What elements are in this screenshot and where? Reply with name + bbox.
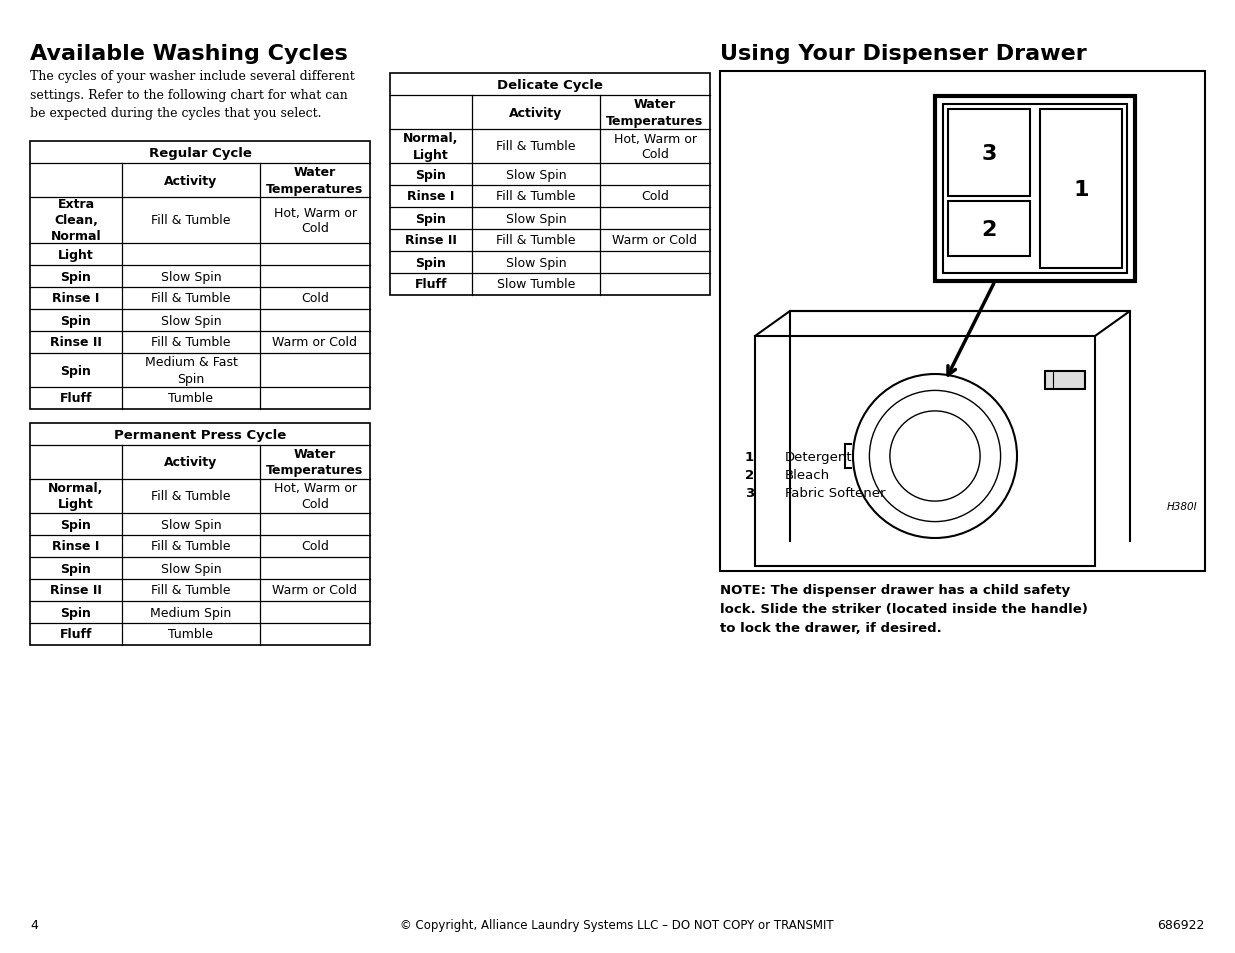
Text: Spin: Spin bbox=[61, 518, 91, 531]
Text: Spin: Spin bbox=[415, 169, 446, 181]
Text: Regular Cycle: Regular Cycle bbox=[148, 147, 252, 159]
Text: Spin: Spin bbox=[61, 562, 91, 575]
Text: 3: 3 bbox=[745, 487, 755, 500]
Text: Fill & Tumble: Fill & Tumble bbox=[151, 584, 231, 597]
Text: Rinse II: Rinse II bbox=[405, 234, 457, 247]
Text: © Copyright, Alliance Laundry Systems LLC – DO NOT COPY or TRANSMIT: © Copyright, Alliance Laundry Systems LL… bbox=[400, 919, 834, 931]
Text: Spin: Spin bbox=[61, 364, 91, 377]
Text: Spin: Spin bbox=[415, 213, 446, 225]
Bar bbox=[1045, 372, 1086, 390]
Text: Warm or Cold: Warm or Cold bbox=[613, 234, 698, 247]
Bar bbox=[948, 110, 1030, 196]
Text: Bleach: Bleach bbox=[785, 469, 830, 482]
Circle shape bbox=[853, 375, 1016, 538]
Text: 686922: 686922 bbox=[1157, 919, 1205, 931]
Text: Tumble: Tumble bbox=[168, 628, 214, 640]
Text: Slow Spin: Slow Spin bbox=[505, 256, 567, 269]
Circle shape bbox=[890, 412, 981, 501]
Text: The cycles of your washer include several different
settings. Refer to the follo: The cycles of your washer include severa… bbox=[30, 70, 354, 120]
Text: 2: 2 bbox=[745, 469, 755, 482]
Text: Slow Spin: Slow Spin bbox=[505, 213, 567, 225]
Text: Fill & Tumble: Fill & Tumble bbox=[151, 214, 231, 227]
Text: 2: 2 bbox=[982, 219, 997, 239]
Text: Cold: Cold bbox=[301, 540, 329, 553]
Bar bbox=[944, 105, 1128, 274]
Text: Fill & Tumble: Fill & Tumble bbox=[151, 490, 231, 503]
Text: Spin: Spin bbox=[415, 256, 446, 269]
Text: Rinse I: Rinse I bbox=[52, 293, 100, 305]
Text: Spin: Spin bbox=[61, 271, 91, 283]
Text: Fluff: Fluff bbox=[59, 392, 93, 405]
Text: Delicate Cycle: Delicate Cycle bbox=[496, 78, 603, 91]
Text: Slow Spin: Slow Spin bbox=[161, 562, 221, 575]
Text: Rinse I: Rinse I bbox=[408, 191, 454, 203]
Text: Water
Temperatures: Water Temperatures bbox=[267, 448, 363, 477]
Bar bbox=[948, 202, 1030, 256]
Text: Cold: Cold bbox=[641, 191, 669, 203]
Bar bbox=[935, 97, 1135, 282]
Text: Fill & Tumble: Fill & Tumble bbox=[496, 234, 576, 247]
Bar bbox=[1040, 110, 1123, 269]
Text: 3: 3 bbox=[982, 143, 997, 163]
Text: Slow Tumble: Slow Tumble bbox=[496, 278, 576, 292]
Text: Tumble: Tumble bbox=[168, 392, 214, 405]
Text: Spin: Spin bbox=[61, 606, 91, 618]
Text: Hot, Warm or
Cold: Hot, Warm or Cold bbox=[273, 482, 357, 511]
Text: Water
Temperatures: Water Temperatures bbox=[267, 167, 363, 195]
Text: Warm or Cold: Warm or Cold bbox=[273, 584, 357, 597]
Text: Activity: Activity bbox=[164, 456, 217, 469]
Text: Slow Spin: Slow Spin bbox=[505, 169, 567, 181]
Text: Activity: Activity bbox=[164, 174, 217, 188]
Circle shape bbox=[869, 391, 1000, 522]
Text: Hot, Warm or
Cold: Hot, Warm or Cold bbox=[273, 206, 357, 235]
Bar bbox=[30, 142, 370, 410]
Text: Fluff: Fluff bbox=[59, 628, 93, 640]
Text: Water
Temperatures: Water Temperatures bbox=[606, 98, 704, 128]
Text: Light: Light bbox=[58, 248, 94, 261]
Text: Slow Spin: Slow Spin bbox=[161, 271, 221, 283]
Text: Hot, Warm or
Cold: Hot, Warm or Cold bbox=[614, 132, 697, 161]
Text: Slow Spin: Slow Spin bbox=[161, 518, 221, 531]
Text: Medium & Fast
Spin: Medium & Fast Spin bbox=[144, 356, 237, 385]
Text: Detergent: Detergent bbox=[785, 451, 852, 464]
Text: H380I: H380I bbox=[1166, 501, 1197, 512]
Text: Rinse I: Rinse I bbox=[52, 540, 100, 553]
Text: Fill & Tumble: Fill & Tumble bbox=[496, 191, 576, 203]
Text: Available Washing Cycles: Available Washing Cycles bbox=[30, 44, 348, 64]
Text: 4: 4 bbox=[30, 919, 38, 931]
Text: Normal,
Light: Normal, Light bbox=[404, 132, 458, 161]
Text: Cold: Cold bbox=[301, 293, 329, 305]
Text: NOTE: The dispenser drawer has a child safety
lock. Slide the striker (located i: NOTE: The dispenser drawer has a child s… bbox=[720, 583, 1088, 635]
Text: Slow Spin: Slow Spin bbox=[161, 314, 221, 327]
Text: Fill & Tumble: Fill & Tumble bbox=[151, 336, 231, 349]
Bar bbox=[30, 423, 370, 645]
Text: Fluff: Fluff bbox=[415, 278, 447, 292]
Bar bbox=[720, 71, 1205, 572]
Bar bbox=[755, 336, 1095, 566]
Text: Rinse II: Rinse II bbox=[51, 336, 103, 349]
Text: Normal,
Light: Normal, Light bbox=[48, 482, 104, 511]
Text: Medium Spin: Medium Spin bbox=[151, 606, 232, 618]
Text: Spin: Spin bbox=[61, 314, 91, 327]
Text: Fill & Tumble: Fill & Tumble bbox=[151, 293, 231, 305]
Text: Extra
Clean,
Normal: Extra Clean, Normal bbox=[51, 198, 101, 243]
Text: 1: 1 bbox=[1073, 179, 1089, 199]
Text: Warm or Cold: Warm or Cold bbox=[273, 336, 357, 349]
Text: Activity: Activity bbox=[509, 107, 563, 119]
Text: Fill & Tumble: Fill & Tumble bbox=[496, 140, 576, 153]
Text: Using Your Dispenser Drawer: Using Your Dispenser Drawer bbox=[720, 44, 1087, 64]
Text: Fill & Tumble: Fill & Tumble bbox=[151, 540, 231, 553]
Bar bbox=[390, 74, 710, 295]
Text: Rinse II: Rinse II bbox=[51, 584, 103, 597]
Text: Fabric Softener: Fabric Softener bbox=[785, 487, 885, 500]
Text: Permanent Press Cycle: Permanent Press Cycle bbox=[114, 428, 287, 441]
Text: 1: 1 bbox=[745, 451, 755, 464]
